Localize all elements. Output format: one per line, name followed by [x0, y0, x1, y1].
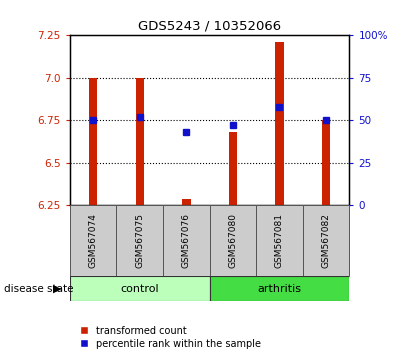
Bar [116, 205, 163, 276]
Bar [275, 42, 284, 205]
Legend: transformed count, percentile rank within the sample: transformed count, percentile rank withi… [79, 326, 261, 349]
Text: arthritis: arthritis [257, 284, 302, 293]
Bar [256, 205, 303, 276]
Text: ▶: ▶ [53, 284, 62, 293]
Text: GSM567074: GSM567074 [89, 213, 98, 268]
Bar [89, 78, 97, 205]
Text: control: control [120, 284, 159, 293]
Text: disease state: disease state [4, 284, 74, 293]
Text: GSM567082: GSM567082 [321, 213, 330, 268]
Bar [136, 78, 144, 205]
Text: GSM567075: GSM567075 [135, 213, 144, 268]
Text: GSM567080: GSM567080 [229, 213, 238, 268]
Title: GDS5243 / 10352066: GDS5243 / 10352066 [138, 20, 281, 33]
Bar [229, 132, 237, 205]
Text: GSM567081: GSM567081 [275, 213, 284, 268]
Bar [210, 205, 256, 276]
Bar [70, 205, 116, 276]
Text: GSM567076: GSM567076 [182, 213, 191, 268]
Bar [303, 205, 349, 276]
Bar [70, 276, 210, 301]
Bar [182, 199, 191, 205]
Bar [210, 276, 349, 301]
Bar [322, 120, 330, 205]
Bar [163, 205, 210, 276]
